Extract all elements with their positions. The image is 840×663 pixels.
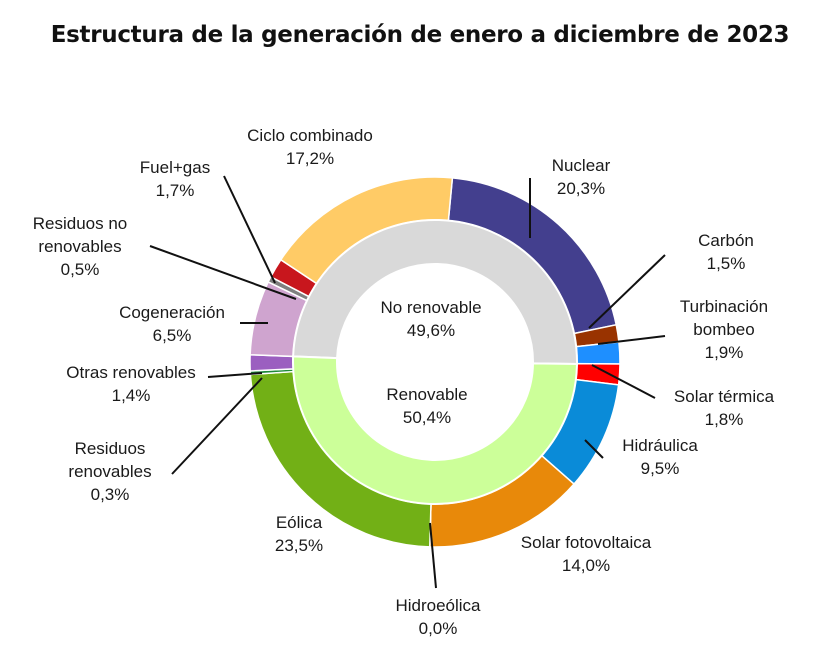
label-renovable-line: 50,4% xyxy=(403,408,451,427)
leader-hidroeolica xyxy=(429,522,437,589)
leader-residuos-ren xyxy=(171,377,263,475)
slice-renovable xyxy=(292,355,579,505)
label-cogeneracion-line: Cogeneración xyxy=(119,303,225,322)
label-otras-renovables-line: 1,4% xyxy=(112,386,151,405)
label-hidroeolica-line: 0,0% xyxy=(419,619,458,638)
label-solar-termica-line: 1,8% xyxy=(705,410,744,429)
slice-turbinacion-bombeo xyxy=(575,341,621,365)
label-turbinacion-bombeo-line: 1,9% xyxy=(705,343,744,362)
label-residuos-no-renovables: Residuos no renovables 0,5% xyxy=(33,214,128,279)
label-eolica-line: 23,5% xyxy=(275,536,323,555)
label-residuos-renovables-line: renovables xyxy=(68,462,151,481)
slice-no-renovable xyxy=(292,219,578,366)
leader-turbinacion xyxy=(597,335,666,345)
label-solar-termica-line: Solar térmica xyxy=(674,387,775,406)
label-residuos-no-renovables-line: Residuos no xyxy=(33,214,128,233)
label-cogeneracion: Cogeneración 6,5% xyxy=(119,303,225,345)
label-turbinacion-bombeo: Turbinación bombeo 1,9% xyxy=(680,297,768,362)
leader-fuel-gas xyxy=(223,175,276,284)
label-residuos-renovables-line: 0,3% xyxy=(91,485,130,504)
label-ciclo-combinado: Ciclo combinado 17,2% xyxy=(247,126,373,168)
label-hidroeolica-line: Hidroeólica xyxy=(395,596,481,615)
leader-hidraulica xyxy=(584,439,604,459)
label-solar-fotovoltaica-line: 14,0% xyxy=(562,556,610,575)
label-nuclear: Nuclear 20,3% xyxy=(552,156,611,198)
label-turbinacion-bombeo-line: bombeo xyxy=(693,320,754,339)
label-no-renovable: No renovable 49,6% xyxy=(380,298,481,340)
label-no-renovable-line: 49,6% xyxy=(407,321,455,340)
label-solar-termica: Solar térmica 1,8% xyxy=(674,387,775,429)
label-renovable: Renovable 50,4% xyxy=(386,385,467,427)
label-residuos-no-renovables-line: renovables xyxy=(38,237,121,256)
label-carbon-line: Carbón xyxy=(698,231,754,250)
label-hidroeolica: Hidroeólica 0,0% xyxy=(395,596,481,638)
label-carbon-line: 1,5% xyxy=(707,254,746,273)
chart-title: Estructura de la generación de enero a d… xyxy=(50,22,790,48)
leader-residuos-no-ren xyxy=(149,245,297,300)
label-fuel-gas: Fuel+gas 1,7% xyxy=(140,158,210,200)
label-nuclear-line: 20,3% xyxy=(557,179,605,198)
label-turbinacion-bombeo-line: Turbinación xyxy=(680,297,768,316)
leader-otras-ren xyxy=(207,372,263,378)
leader-carbon xyxy=(588,254,666,329)
label-fuel-gas-line: Fuel+gas xyxy=(140,158,210,177)
label-solar-fotovoltaica-line: Solar fotovoltaica xyxy=(521,533,652,552)
leader-solar-termica xyxy=(591,364,656,399)
label-otras-renovables: Otras renovables 1,4% xyxy=(66,363,195,405)
label-renovable-line: Renovable xyxy=(386,385,467,404)
label-nuclear-line: Nuclear xyxy=(552,156,611,175)
label-ciclo-combinado-line: 17,2% xyxy=(286,149,334,168)
label-residuos-no-renovables-line: 0,5% xyxy=(61,260,100,279)
label-fuel-gas-line: 1,7% xyxy=(156,181,195,200)
label-eolica: Eólica 23,5% xyxy=(275,513,323,555)
label-carbon: Carbón 1,5% xyxy=(698,231,754,273)
label-hidraulica-line: Hidráulica xyxy=(622,436,698,455)
label-eolica-line: Eólica xyxy=(276,513,323,532)
label-cogeneracion-line: 6,5% xyxy=(153,326,192,345)
slice-otras-renovables xyxy=(249,353,294,372)
label-hidraulica: Hidráulica 9,5% xyxy=(622,436,698,478)
label-residuos-renovables-line: Residuos xyxy=(75,439,146,458)
label-otras-renovables-line: Otras renovables xyxy=(66,363,195,382)
label-residuos-renovables: Residuos renovables 0,3% xyxy=(68,439,151,504)
label-ciclo-combinado-line: Ciclo combinado xyxy=(247,126,373,145)
label-hidraulica-line: 9,5% xyxy=(641,459,680,478)
label-no-renovable-line: No renovable xyxy=(380,298,481,317)
label-solar-fotovoltaica: Solar fotovoltaica 14,0% xyxy=(521,533,652,575)
